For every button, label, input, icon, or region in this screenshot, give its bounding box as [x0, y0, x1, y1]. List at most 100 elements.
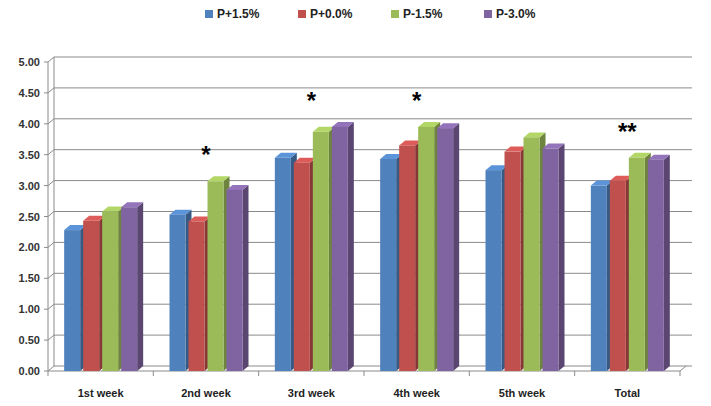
tick-mark [48, 242, 54, 247]
grid-line [54, 118, 692, 119]
bar-group [170, 210, 192, 371]
bar-side [348, 122, 354, 371]
y-tick-label: 2.50 [19, 211, 40, 223]
bar [610, 181, 626, 371]
bar [121, 207, 137, 371]
bar-group [629, 153, 651, 371]
bar [543, 149, 559, 371]
y-tick-label: 4.00 [19, 118, 40, 130]
bar [399, 145, 415, 371]
bar-group [543, 144, 565, 371]
x-tick-label: 4th week [393, 387, 440, 399]
grid-line [54, 87, 692, 88]
bar-top [591, 181, 613, 186]
bar-group [332, 122, 354, 371]
bar-top [294, 158, 316, 163]
grid [44, 57, 692, 371]
tick-mark [48, 212, 54, 217]
bar-group [486, 165, 508, 371]
bar-top [332, 122, 354, 127]
x-tick-label: 5th week [499, 387, 546, 399]
bar-side [453, 123, 459, 371]
bar [170, 215, 186, 371]
tick-mark [48, 304, 54, 309]
bar [591, 186, 607, 371]
bar [83, 221, 99, 371]
bar-top [486, 165, 508, 170]
bar-top [380, 154, 402, 159]
bar-group [102, 207, 124, 371]
bar-top [275, 153, 297, 158]
tick-mark [48, 88, 54, 93]
bar [102, 212, 118, 371]
x-tick-label: 2nd week [181, 387, 231, 399]
tick-mark [44, 62, 48, 63]
tick-mark [44, 340, 48, 341]
bar-side [559, 144, 565, 371]
tick-mark [48, 366, 54, 371]
bar-top [437, 123, 459, 128]
bar-group [610, 176, 632, 371]
bar [227, 190, 243, 371]
x-tick-label: Total [615, 387, 640, 399]
bar-top [208, 176, 230, 181]
tick-mark [44, 123, 48, 124]
y-axis [48, 62, 49, 371]
bar [418, 127, 434, 371]
bar-top [64, 225, 86, 230]
tick-mark [48, 57, 54, 62]
bar-top [227, 185, 249, 190]
bar [380, 159, 396, 371]
y-tick-label: 0.50 [19, 334, 40, 346]
bar [524, 137, 540, 371]
bar-top [121, 202, 143, 207]
x-axis-edge [680, 366, 686, 371]
x-tick-mark [48, 371, 49, 376]
y-tick-label: 3.50 [19, 149, 40, 161]
y-tick-label: 5.00 [19, 56, 40, 68]
legend-label: P-3.0% [496, 7, 536, 21]
bar-group [380, 154, 402, 371]
bar-group [524, 132, 546, 371]
bar-top [648, 155, 670, 160]
x-tick-mark [258, 371, 259, 376]
tick-mark [48, 273, 54, 278]
legend: P+1.5%P+0.0%P-1.5%P-3.0% [205, 7, 536, 21]
bar [64, 230, 80, 371]
x-tick-label: 3rd week [288, 387, 336, 399]
bar-top [313, 127, 335, 132]
x-tick-mark [680, 371, 681, 376]
bar [294, 163, 310, 371]
bar-group [227, 185, 249, 371]
bar-group [591, 181, 613, 371]
legend-swatch [205, 10, 213, 18]
tick-mark [44, 216, 48, 217]
bar-group [275, 153, 297, 371]
bar-top [170, 210, 192, 215]
bar [313, 132, 329, 371]
bar [275, 158, 291, 371]
bar-top [524, 132, 546, 137]
bar-top [629, 153, 651, 158]
bar [437, 128, 453, 371]
tick-mark [44, 185, 48, 186]
annotation: * [307, 87, 317, 114]
annotation: * [201, 141, 211, 168]
bars [64, 122, 670, 371]
bar [189, 221, 205, 371]
x-tick-label: 1st week [78, 387, 125, 399]
bar-group [418, 122, 440, 371]
x-tick-mark [574, 371, 575, 376]
tick-mark [48, 181, 54, 186]
bar-group [189, 216, 211, 371]
legend-swatch [298, 10, 306, 18]
tick-mark [44, 278, 48, 279]
bar [505, 152, 521, 371]
bar [629, 158, 645, 371]
bar [208, 181, 224, 371]
grid-line [54, 149, 692, 150]
bar-group [294, 158, 316, 371]
bar-top [418, 122, 440, 127]
bar-top [505, 147, 527, 152]
tick-mark [44, 154, 48, 155]
